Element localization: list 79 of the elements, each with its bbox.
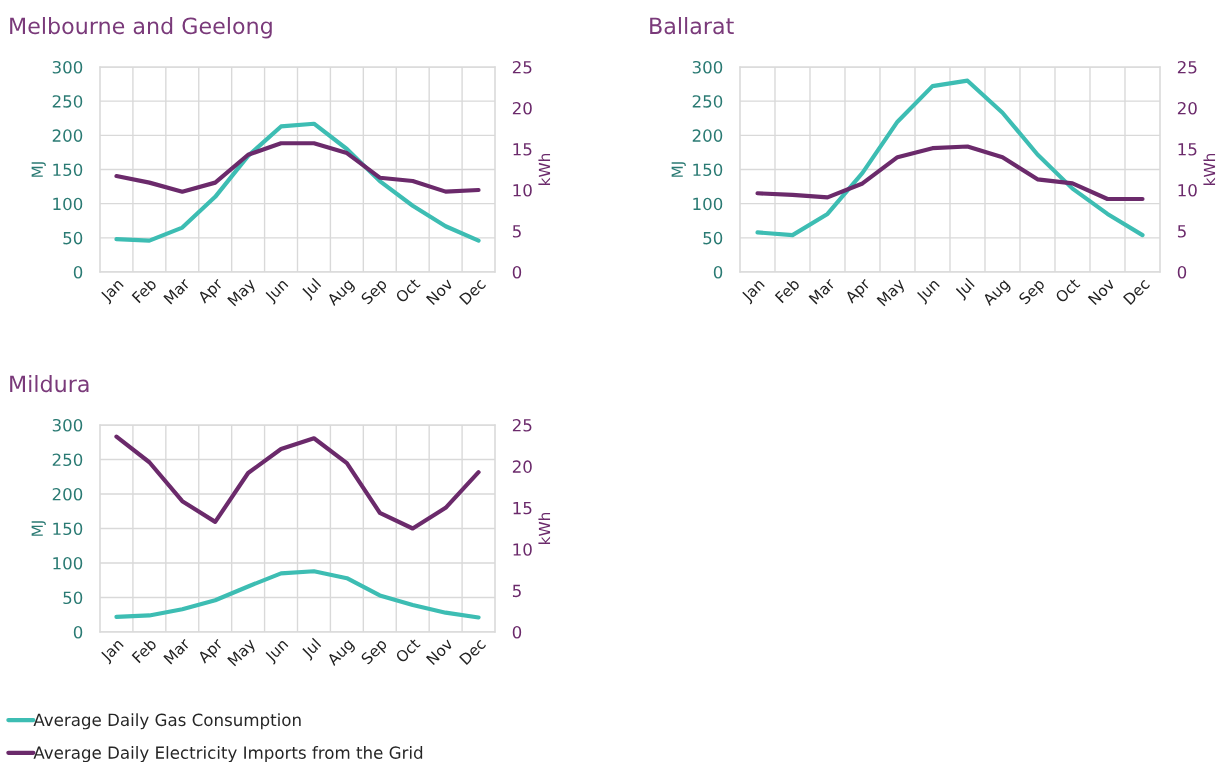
y2-tick-label: 10: [1178, 183, 1197, 197]
line-series: [755, 144, 1145, 202]
y-axis-title: MJ: [31, 521, 46, 536]
y-tick-label: 100: [53, 556, 83, 570]
y-tick-label: 150: [693, 163, 723, 177]
y-tick-label: 50: [63, 231, 83, 245]
y-axis-title: MJ: [671, 162, 686, 177]
y2-tick-label: 5: [512, 225, 521, 238]
y-tick-label: 250: [692, 95, 723, 108]
line-series: [114, 141, 481, 194]
y2-axis-title: kWh: [538, 153, 551, 185]
y-tick-label: 300: [52, 418, 83, 432]
y2-tick-label: 25: [512, 60, 532, 74]
x-tick-label: Jun: [263, 278, 291, 305]
y-tick-label: 100: [693, 197, 723, 211]
y-tick-label: 0: [73, 265, 83, 279]
y2-tick-label: 25: [1177, 60, 1197, 74]
y-tick-label: 250: [52, 453, 83, 467]
x-tick-label: Jul: [300, 277, 324, 301]
y2-tick-label: 15: [1178, 143, 1197, 156]
y2-tick-label: 20: [1177, 101, 1197, 115]
y-tick-label: 300: [692, 60, 723, 74]
x-tick-label: Apr: [844, 277, 873, 306]
chart-title: Ballarat: [650, 17, 734, 35]
y2-tick-label: 20: [512, 460, 532, 473]
y2-tick-label: 0: [512, 265, 522, 279]
x-tick-label: Jan: [99, 638, 126, 665]
x-tick-label: Oct: [394, 637, 421, 664]
y2-tick-label: 10: [513, 543, 532, 556]
line-series: [114, 434, 481, 531]
x-tick-label: Dec: [1122, 277, 1151, 306]
y-tick-label: 200: [52, 487, 83, 501]
y-tick-label: 250: [52, 95, 83, 108]
y2-tick-label: 15: [513, 501, 532, 515]
y-tick-label: 50: [63, 591, 83, 605]
y-tick-label: 200: [692, 129, 723, 142]
x-tick-label: Jun: [915, 278, 942, 305]
x-tick-label: Jun: [263, 638, 291, 665]
x-tick-label: Feb: [774, 277, 801, 304]
y2-axis-title: kWh: [1203, 153, 1216, 185]
y-tick-label: 100: [53, 197, 83, 211]
x-tick-label: Feb: [131, 277, 158, 304]
legend-label: Average Daily Gas Consumption: [33, 713, 301, 730]
y-tick-label: 300: [52, 60, 83, 74]
x-tick-label: Feb: [131, 637, 158, 664]
x-tick-label: Jan: [740, 278, 767, 305]
x-tick-label: Jul: [953, 277, 977, 301]
x-tick-label: Jul: [300, 637, 324, 661]
line-series: [114, 569, 481, 620]
y2-axis-title: kWh: [538, 512, 551, 544]
y2-tick-label: 15: [513, 143, 532, 156]
legend-label: Average Daily Electricity Imports from the Grid: [33, 746, 423, 762]
x-tick-label: Sep: [360, 637, 390, 667]
x-tick-label: Apr: [196, 637, 226, 666]
y-tick-label: 0: [73, 625, 83, 639]
y-tick-label: 150: [53, 163, 83, 177]
y-tick-label: 150: [53, 522, 83, 536]
y2-tick-label: 25: [512, 418, 532, 432]
y-tick-label: 50: [703, 231, 723, 245]
y2-tick-label: 5: [512, 584, 521, 598]
x-tick-label: Dec: [459, 637, 487, 666]
x-tick-label: Oct: [1054, 277, 1081, 304]
x-tick-label: Dec: [459, 277, 487, 306]
y-tick-label: 0: [713, 265, 723, 279]
y2-tick-label: 0: [512, 625, 522, 639]
x-tick-label: Jan: [99, 278, 126, 305]
x-tick-label: Sep: [360, 277, 390, 307]
line-series: [755, 78, 1145, 238]
chart-title: Melbourne and Geelong: [10, 17, 272, 39]
x-tick-label: Oct: [394, 277, 421, 304]
y2-tick-label: 10: [513, 183, 532, 197]
y2-tick-label: 20: [512, 101, 532, 115]
y-axis-title: MJ: [31, 162, 46, 177]
chart-title: Mildura: [10, 375, 89, 393]
x-tick-label: Apr: [196, 277, 226, 306]
y-tick-label: 200: [52, 129, 83, 142]
y2-tick-label: 5: [1177, 225, 1186, 238]
x-tick-label: Sep: [1018, 277, 1048, 307]
y2-tick-label: 0: [1177, 265, 1187, 279]
